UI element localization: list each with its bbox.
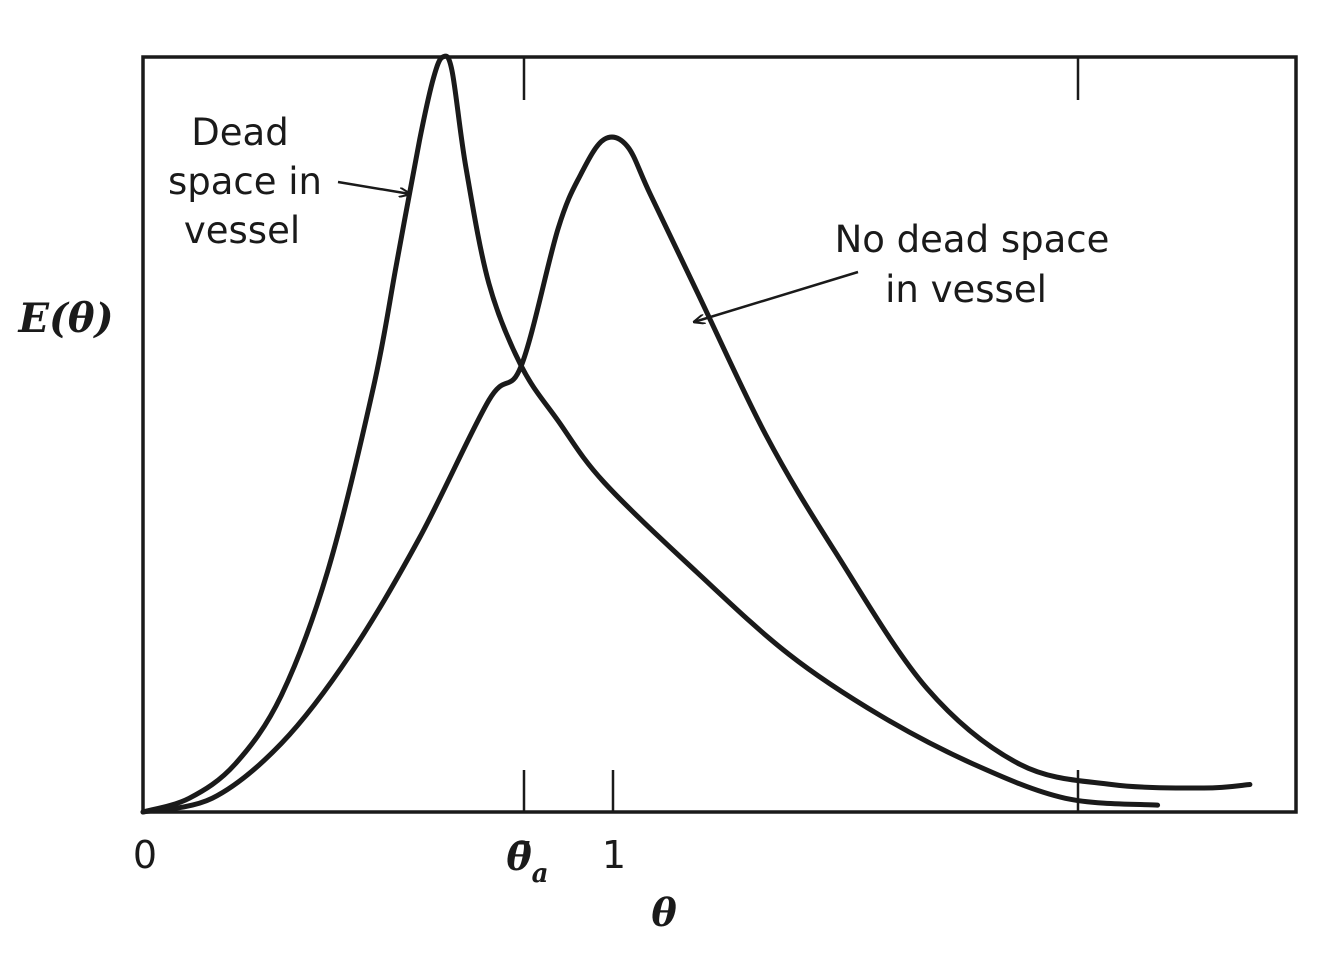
x-tick-label-zero: 0 <box>133 833 157 877</box>
plot-frame <box>141 55 1298 814</box>
x-tick-label-theta-a: θ̄ a <box>506 834 548 889</box>
x-tick-label-one: 1 <box>602 833 626 877</box>
svg-text:space in: space in <box>168 160 322 203</box>
svg-text:in vessel: in vessel <box>885 268 1047 311</box>
annotation-arrow-dead-space <box>337 180 410 194</box>
annotation-arrow-no-dead-space <box>694 270 859 322</box>
annotation-dead-space: Dead space in vessel <box>168 111 322 252</box>
series-line-dead-space <box>140 53 1161 815</box>
svg-text:θ̄: θ̄ <box>506 834 532 879</box>
annotation-no-dead-space: No dead space in vessel <box>835 218 1110 311</box>
svg-text:No dead space: No dead space <box>835 218 1110 261</box>
svg-text:a: a <box>532 859 549 889</box>
y-axis-label: E(θ) <box>17 295 113 342</box>
series-line-no-dead-space <box>140 134 1253 815</box>
svg-text:Dead: Dead <box>191 111 288 154</box>
x-axis-label: θ <box>651 890 677 935</box>
svg-text:vessel: vessel <box>184 209 300 252</box>
